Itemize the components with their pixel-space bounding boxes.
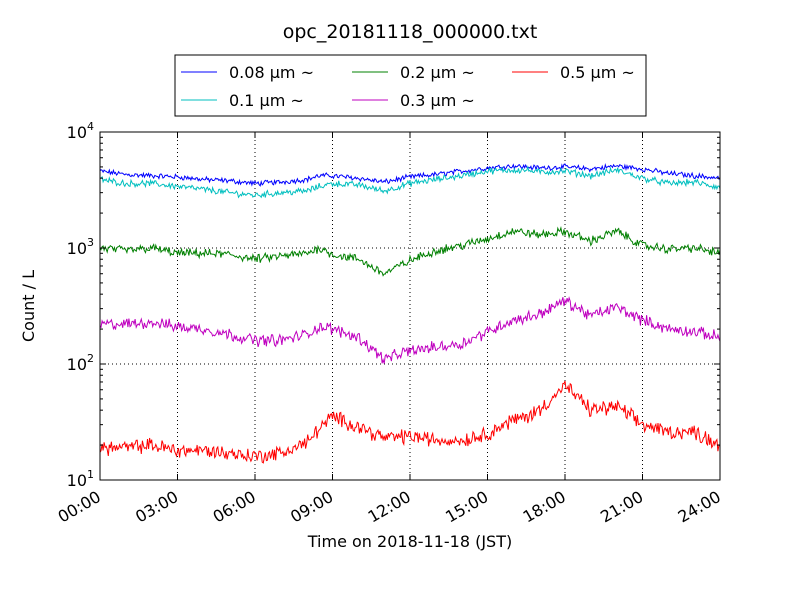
legend-frame	[174, 54, 647, 117]
x-tick-label: 12:00	[365, 487, 414, 527]
y-tick-label: 103	[67, 236, 94, 258]
y-tick-label: 101	[67, 468, 94, 490]
legend-label: 0.5 μm ~	[560, 63, 635, 82]
chart-legend: 0.08 μm ~ 0.1 μm ~ 0.2 μm ~ 0.3 μm ~ 0.5 μm …	[174, 54, 647, 117]
x-tick-label: 03:00	[132, 487, 181, 527]
legend-label: 0.08 μm ~	[229, 63, 314, 82]
y-tick-label: 104	[67, 120, 94, 142]
series-line-3	[99, 296, 721, 364]
y-tick-exponent: 1	[87, 468, 94, 481]
y-tick-label: 102	[67, 352, 94, 374]
series-line-2	[99, 225, 721, 277]
grid-lines	[100, 132, 720, 480]
y-tick-exponent: 3	[87, 236, 94, 249]
legend-label: 0.2 μm ~	[400, 63, 475, 82]
x-tick-label: 18:00	[520, 487, 569, 527]
x-axis-label: Time on 2018-11-18 (JST)	[307, 532, 512, 551]
series-line-0	[99, 162, 721, 187]
y-tick-exponent: 4	[87, 120, 94, 133]
x-tick-label: 24:00	[675, 487, 724, 527]
x-tick-label: 06:00	[210, 487, 259, 527]
series-line-4	[99, 380, 721, 464]
x-tick-label: 21:00	[597, 487, 646, 527]
series-line-1	[99, 165, 721, 199]
x-tick-label: 09:00	[287, 487, 336, 527]
series-layer	[99, 162, 721, 464]
y-axis-label: Count / L	[19, 270, 38, 342]
y-tick-exponent: 2	[87, 352, 94, 365]
chart-title: opc_20181118_000000.txt	[283, 21, 538, 43]
legend-label: 0.1 μm ~	[229, 91, 304, 110]
x-tick-label: 00:00	[55, 487, 104, 527]
x-tick-label: 15:00	[442, 487, 491, 527]
legend-label: 0.3 μm ~	[400, 91, 475, 110]
